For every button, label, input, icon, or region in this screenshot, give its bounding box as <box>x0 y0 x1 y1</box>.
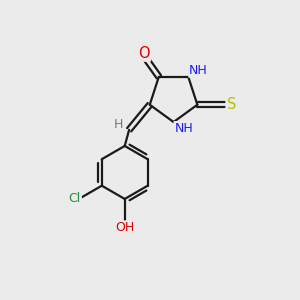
Text: NH: NH <box>175 122 193 135</box>
Text: S: S <box>226 97 236 112</box>
Text: O: O <box>138 46 150 61</box>
Text: H: H <box>113 118 123 131</box>
Text: NH: NH <box>189 64 208 77</box>
Text: OH: OH <box>115 221 134 234</box>
Text: Cl: Cl <box>69 192 81 205</box>
